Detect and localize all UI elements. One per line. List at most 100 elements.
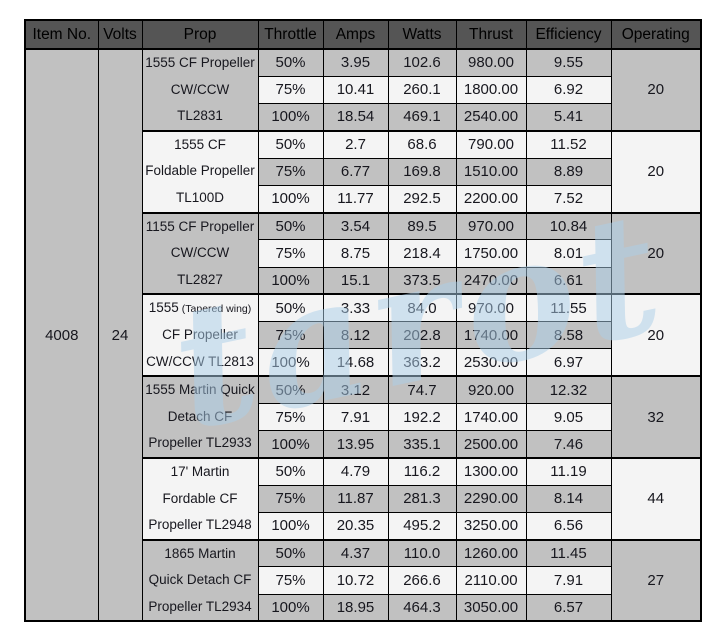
watts-cell: 202.8 [387, 321, 457, 350]
thrust-cell: 970.00 [455, 211, 527, 241]
table-row: 1865 Martin Quick Detach CF Propeller TL… [25, 538, 702, 622]
prop-line: 1555 (Tapered wing) [144, 296, 257, 322]
table-row: 100% 11.77 292.5 2200.00 7.52 [25, 184, 701, 214]
table-row: 75% 7.91 192.2 1740.00 9.05 [25, 402, 701, 432]
prop-line: 1555 Martin Quick [145, 382, 255, 398]
thrust-cell: 970.00 [455, 293, 527, 323]
throttle-cell: 100% [257, 348, 324, 377]
watts-cell: 281.3 [387, 484, 457, 513]
prop-line: TL2827 [177, 271, 223, 287]
watts-cell: 495.2 [387, 511, 457, 541]
thrust-cell: 1260.00 [455, 538, 527, 568]
amps-cell: 10.72 [322, 566, 389, 595]
efficiency-cell: 7.52 [525, 184, 612, 214]
watts-cell: 218.4 [387, 239, 457, 268]
prop-line: 17' Martin [170, 463, 230, 479]
throttle-cell: 50% [257, 129, 324, 159]
watts-cell: 116.2 [387, 456, 457, 486]
prop-line: TL100D [175, 189, 225, 205]
prop-cell: 1555 Martin Quick Detach CF Propeller TL… [141, 375, 259, 459]
thrust-cell: 2530.00 [455, 348, 527, 377]
table-row: 100% 13.95 335.1 2500.00 7.46 [25, 430, 701, 459]
prop-cell: 1555 (Tapered wing) CF Propeller CW/CCW T… [141, 293, 259, 377]
amps-cell: 4.79 [322, 456, 389, 486]
throttle-cell: 75% [257, 484, 324, 513]
efficiency-cell: 12.32 [525, 375, 612, 404]
prop-cell: 17' Martin Fordable CF Propeller TL2948 [141, 456, 259, 541]
table-row: 75% 11.87 281.3 2290.00 8.14 [25, 484, 701, 513]
efficiency-cell: 11.19 [525, 456, 612, 486]
amps-cell: 13.95 [322, 430, 389, 459]
throttle-cell: 75% [257, 402, 324, 432]
amps-cell: 8.12 [322, 321, 389, 350]
throttle-cell: 75% [257, 566, 324, 595]
table-row: 100% 15.1 373.5 2470.00 6.61 [25, 266, 701, 295]
table-row: 75% 8.12 202.8 1740.00 8.58 [25, 321, 701, 350]
amps-cell: 10.41 [322, 75, 389, 105]
watts-cell: 169.8 [387, 157, 457, 186]
prop-cell: 1555 CF Propeller CW/CCW TL2831 [141, 48, 259, 132]
thrust-cell: 2500.00 [455, 430, 527, 459]
prop-cell: 1865 Martin Quick Detach CF Propeller TL… [141, 538, 259, 622]
efficiency-cell: 9.05 [525, 402, 612, 432]
amps-cell: 18.54 [322, 102, 389, 132]
table-row: 17' Martin Fordable CF Propeller TL2948 … [25, 456, 702, 541]
volts-cell: 24 [97, 47, 143, 622]
watts-cell: 464.3 [387, 593, 457, 622]
watts-cell: 373.5 [387, 266, 457, 295]
prop-line: CW/CCW [170, 81, 230, 97]
watts-cell: 102.6 [387, 47, 457, 77]
thrust-cell: 920.00 [455, 375, 527, 404]
table-row: 1555 (Tapered wing) CF Propeller CW/CCW T… [25, 293, 702, 377]
table-row: 100% 18.54 469.1 2540.00 5.41 [25, 102, 701, 132]
table-row: 1555 Martin Quick Detach CF Propeller TL… [25, 375, 702, 459]
efficiency-cell: 6.97 [525, 348, 612, 377]
prop-line: CW/CCW [170, 245, 230, 261]
efficiency-cell: 10.84 [525, 211, 612, 241]
amps-cell: 3.54 [322, 211, 389, 241]
watts-cell: 469.1 [387, 102, 457, 132]
col-header-operating: Operating [610, 19, 702, 50]
efficiency-cell: 8.14 [525, 484, 612, 513]
prop-line: Quick Detach CF [148, 572, 252, 588]
efficiency-cell: 9.55 [525, 47, 612, 77]
table-row: 75% 6.77 169.8 1510.00 8.89 [25, 157, 701, 186]
amps-cell: 11.87 [322, 484, 389, 513]
col-header-throttle: Throttle [257, 19, 324, 50]
table-row: 100% 14.68 363.2 2530.00 6.97 [25, 348, 701, 377]
throttle-cell: 100% [257, 430, 324, 459]
thrust-cell: 1510.00 [455, 157, 527, 186]
thrust-cell: 980.00 [455, 47, 527, 77]
prop-line: 1865 Martin [164, 545, 236, 561]
operating-cell: 20 [610, 211, 702, 295]
table-row: 75% 10.41 260.1 1800.00 6.92 [25, 75, 701, 105]
spec-table: Item No. Volts Prop Throttle Amps Watts … [24, 19, 702, 623]
amps-cell: 4.37 [322, 538, 389, 568]
efficiency-cell: 8.01 [525, 239, 612, 268]
operating-cell: 20 [610, 293, 702, 377]
amps-cell: 14.68 [322, 348, 389, 377]
throttle-cell: 75% [257, 239, 324, 268]
thrust-cell: 3250.00 [455, 511, 527, 541]
efficiency-cell: 8.58 [525, 321, 612, 350]
col-header-efficiency: Efficiency [525, 19, 612, 50]
throttle-cell: 100% [257, 593, 324, 622]
watts-cell: 266.6 [387, 566, 457, 595]
prop-line: 1555 CF Propeller [145, 55, 255, 70]
col-header-volts: Volts [97, 19, 143, 50]
throttle-cell: 100% [257, 184, 324, 214]
thrust-cell: 3050.00 [455, 593, 527, 622]
throttle-cell: 50% [257, 456, 324, 486]
throttle-cell: 100% [257, 266, 324, 295]
amps-cell: 20.35 [322, 511, 389, 541]
watts-cell: 335.1 [387, 430, 457, 459]
throttle-cell: 75% [257, 75, 324, 105]
thrust-cell: 790.00 [455, 129, 527, 159]
watts-cell: 192.2 [387, 402, 457, 432]
table-row: 4008 24 1555 CF Propeller CW/CCW TL2831 … [24, 47, 702, 622]
efficiency-cell: 11.55 [525, 293, 612, 323]
operating-cell: 32 [610, 375, 702, 459]
thrust-cell: 2470.00 [455, 266, 527, 295]
efficiency-cell: 7.46 [525, 430, 612, 459]
thrust-cell: 2540.00 [455, 102, 527, 132]
